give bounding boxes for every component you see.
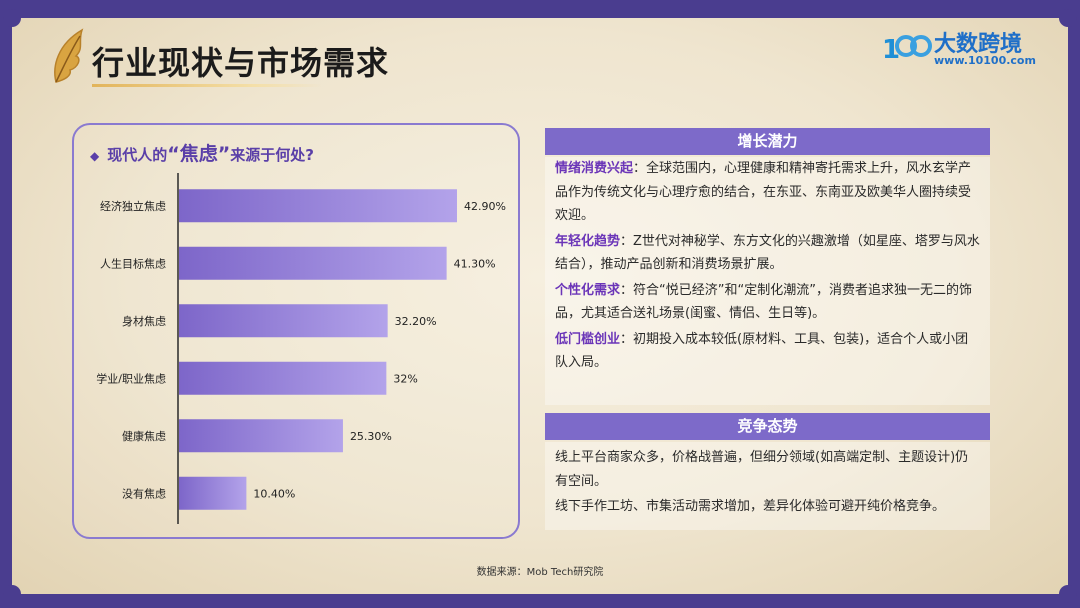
growth-item-label: 低门槛创业 [555,331,621,347]
growth-item-text: ：符合“悦已经济”和“定制化潮流”，消费者追求独一无二的饰品，尤其适合送礼场景(… [555,282,972,322]
logo-mark-text: 1 [882,35,900,65]
growth-item-text: ：初期投入成本较低(原材料、工具、包装)，适合个人或小团队入局。 [555,331,969,371]
category-label: 健康焦虑 [122,429,166,443]
growth-item-label: 情绪消费兴起 [555,161,634,176]
chart-header: ◆ 现代人的“焦虑”来源于何处? [90,139,314,166]
category-label: 学业/职业焦虑 [96,371,166,385]
chart-header-highlight: “焦虑” [167,143,231,165]
chart-header-prefix: 现代人的 [107,146,168,164]
bar [179,476,247,510]
growth-item-text: ：Z世代对神秘学、东方文化的兴趣激增（如星座、塔罗与风水结合），推动产品创新和消… [555,233,980,273]
competition-heading: 竞争态势 [545,413,990,440]
category-label: 身材焦虑 [122,314,166,328]
bar [179,361,387,395]
data-label: 10.40% [253,487,295,500]
competition-panel: 线上平台商家众多，价格战普遍，但细分领域(如高端定制、主题设计)仍有空间。线下手… [545,442,990,530]
logo-name: 大数跨境 [934,32,1023,57]
corner-notch [1059,585,1077,603]
growth-heading: 增长潜力 [545,128,990,155]
growth-item-label: 年轻化趋势 [555,233,621,249]
corner-notch [1059,9,1077,27]
growth-item: 年轻化趋势：Z世代对神秘学、东方文化的兴趣激增（如星座、塔罗与风水结合），推动产… [555,230,980,277]
competition-item: 线上平台商家众多，价格战普遍，但细分领域(如高端定制、主题设计)仍有空间。 [555,450,969,489]
data-label: 41.30% [454,257,496,270]
title-underline [92,84,322,87]
data-label: 42.90% [464,200,506,213]
growth-list: 情绪消费兴起：全球范围内，心理健康和精神寄托需求上升，风水玄学产品作为传统文化与… [545,157,990,375]
corner-notch [3,585,21,603]
growth-item: 情绪消费兴起：全球范围内，心理健康和精神寄托需求上升，风水玄学产品作为传统文化与… [555,157,980,228]
logo-mark-icon: 1 [882,35,932,65]
data-label: 32.20% [395,315,437,328]
page-title: 行业现状与市场需求 [92,44,390,82]
bar [179,189,457,223]
growth-item: 个性化需求：符合“悦已经济”和“定制化潮流”，消费者追求独一无二的饰品，尤其适合… [555,279,980,326]
bar [179,246,447,280]
category-label: 人生目标焦虑 [100,256,166,270]
chart-header-suffix: 来源于何处? [230,146,314,164]
diamond-bullet-icon: ◆ [90,149,100,163]
golden-leaf-icon [54,28,84,83]
growth-item-text: ：全球范围内，心理健康和精神寄托需求上升，风水玄学产品作为传统文化与心理疗愈的结… [555,161,972,223]
data-source-note: 数据来源：Mob Tech研究院 [476,567,604,578]
logo-url: www.10100.com [934,54,1036,67]
bar [179,304,388,338]
corner-notch [3,9,21,27]
growth-panel: 情绪消费兴起：全球范围内，心理健康和精神寄托需求上升，风水玄学产品作为传统文化与… [545,157,990,405]
growth-item: 低门槛创业：初期投入成本较低(原材料、工具、包装)，适合个人或小团队入局。 [555,328,980,375]
data-label: 32% [393,372,417,385]
chart-card: ◆ 现代人的“焦虑”来源于何处? 经济独立焦虑 42.90% 人生目标焦虑 41.30%… [72,123,520,539]
bar-chart: 经济独立焦虑 42.90% 人生目标焦虑 41.30% 身材焦虑 32.20% 学业/职业焦… [96,173,506,524]
data-label: 25.30% [350,430,392,443]
category-label: 没有焦虑 [122,486,166,500]
bar [179,419,343,453]
competition-item: 线下手作工坊、市集活动需求增加，差异化体验可避开纯价格竞争。 [555,499,946,514]
growth-item-label: 个性化需求 [555,282,621,298]
competition-list: 线上平台商家众多，价格战普遍，但细分领域(如高端定制、主题设计)仍有空间。线下手… [545,442,990,519]
brand-logo: 1 大数跨境 www.10100.com [880,26,1040,70]
category-label: 经济独立焦虑 [100,199,166,213]
